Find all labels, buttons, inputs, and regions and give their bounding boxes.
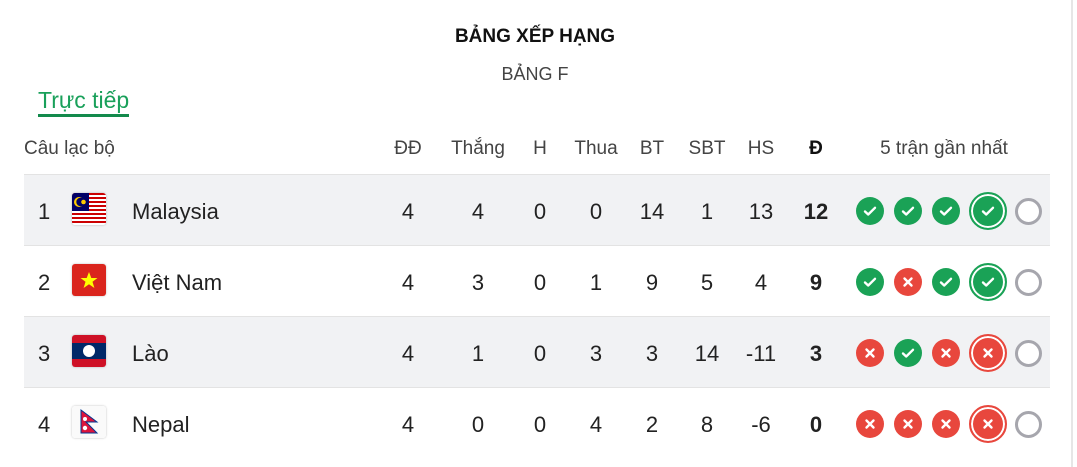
stat-won: 1 [471, 341, 485, 366]
loss-cross-icon[interactable] [894, 410, 922, 438]
header-gf: BT [639, 138, 665, 159]
header-ga: SBT [688, 138, 726, 159]
stat-drawn: 0 [533, 341, 547, 366]
win-check-icon[interactable] [932, 197, 960, 225]
upcoming-match-icon[interactable] [1015, 197, 1042, 225]
loss-cross-icon[interactable] [856, 410, 884, 438]
table-row[interactable]: 2 Việt Nam 4 3 0 1 9 5 4 9 [24, 245, 1050, 316]
stat-points: 9 [809, 270, 823, 295]
win-check-icon[interactable] [932, 268, 960, 296]
team-name[interactable]: Malaysia [132, 199, 219, 224]
recent-form [856, 405, 1042, 443]
loss-cross-icon[interactable] [894, 268, 922, 296]
stat-played: 4 [401, 199, 415, 224]
rank: 1 [38, 199, 51, 224]
win-check-icon[interactable] [894, 197, 922, 225]
standings-title: BẢNG XẾP HẠNG [454, 26, 616, 47]
vietnam-flag-icon [72, 264, 106, 296]
stat-played: 4 [401, 412, 415, 437]
header-drawn: H [533, 138, 547, 159]
rank: 2 [38, 270, 51, 295]
stat-won: 4 [471, 199, 485, 224]
card-border [1071, 0, 1073, 467]
malaysia-flag-icon [72, 193, 106, 225]
upcoming-match-icon[interactable] [1015, 268, 1042, 296]
upcoming-match-icon[interactable] [1015, 410, 1042, 438]
stat-points: 3 [809, 341, 823, 366]
stat-gd: -6 [751, 412, 771, 437]
nepal-flag-icon [72, 406, 106, 438]
header-won: Thắng [451, 138, 505, 159]
stat-lost: 1 [589, 270, 603, 295]
win-check-icon[interactable] [969, 192, 1007, 230]
stat-gd: 4 [754, 270, 768, 295]
stat-gf: 14 [639, 199, 665, 224]
stat-won: 0 [471, 412, 485, 437]
win-check-icon[interactable] [969, 263, 1007, 301]
recent-form [856, 263, 1042, 301]
stat-played: 4 [401, 341, 415, 366]
stat-drawn: 0 [533, 199, 547, 224]
stat-ga: 5 [700, 270, 714, 295]
stat-lost: 0 [589, 199, 603, 224]
rank: 3 [38, 341, 51, 366]
stat-ga: 1 [700, 199, 714, 224]
stat-ga: 14 [694, 341, 720, 366]
rank: 4 [38, 412, 51, 437]
stat-lost: 4 [589, 412, 603, 437]
header-lost: Thua [574, 138, 618, 159]
table-row[interactable]: 1 Malaysia 4 4 0 0 14 1 13 12 [24, 174, 1050, 245]
stat-points: 0 [809, 412, 823, 437]
table-header: Câu lạc bộ ĐĐ Thắng H Thua BT SBT HS Đ 5… [24, 138, 1050, 162]
recent-form [856, 334, 1042, 372]
header-gd: HS [747, 138, 775, 159]
stat-gf: 2 [645, 412, 659, 437]
header-form: 5 trận gần nhất [880, 138, 1008, 159]
stat-gf: 9 [645, 270, 659, 295]
team-name[interactable]: Việt Nam [132, 270, 223, 295]
group-label: BẢNG F [501, 64, 569, 84]
table-row[interactable]: 3 Lào 4 1 0 3 3 14 -11 3 [24, 316, 1050, 387]
stat-drawn: 0 [533, 412, 547, 437]
stat-points: 12 [803, 199, 829, 224]
loss-cross-icon[interactable] [969, 405, 1007, 443]
stat-played: 4 [401, 270, 415, 295]
stat-gf: 3 [645, 341, 659, 366]
loss-cross-icon[interactable] [856, 339, 884, 367]
team-name[interactable]: Lào [132, 341, 169, 366]
win-check-icon[interactable] [856, 268, 884, 296]
stat-ga: 8 [700, 412, 714, 437]
tab-live[interactable]: Trực tiếp [38, 87, 130, 117]
header-club: Câu lạc bộ [24, 138, 115, 159]
team-name[interactable]: Nepal [132, 412, 190, 437]
table-row[interactable]: 4 Nepal 4 0 0 4 2 8 -6 0 [24, 387, 1050, 458]
laos-flag-icon [72, 335, 106, 367]
stat-drawn: 0 [533, 270, 547, 295]
loss-cross-icon[interactable] [932, 339, 960, 367]
header-played: ĐĐ [394, 138, 422, 159]
stat-lost: 3 [589, 341, 603, 366]
loss-cross-icon[interactable] [932, 410, 960, 438]
win-check-icon[interactable] [856, 197, 884, 225]
header-points: Đ [809, 138, 823, 159]
win-check-icon[interactable] [894, 339, 922, 367]
upcoming-match-icon[interactable] [1015, 339, 1042, 367]
stat-won: 3 [471, 270, 485, 295]
stat-gd: -11 [745, 341, 777, 366]
recent-form [856, 192, 1042, 230]
stat-gd: 13 [748, 199, 774, 224]
loss-cross-icon[interactable] [969, 334, 1007, 372]
